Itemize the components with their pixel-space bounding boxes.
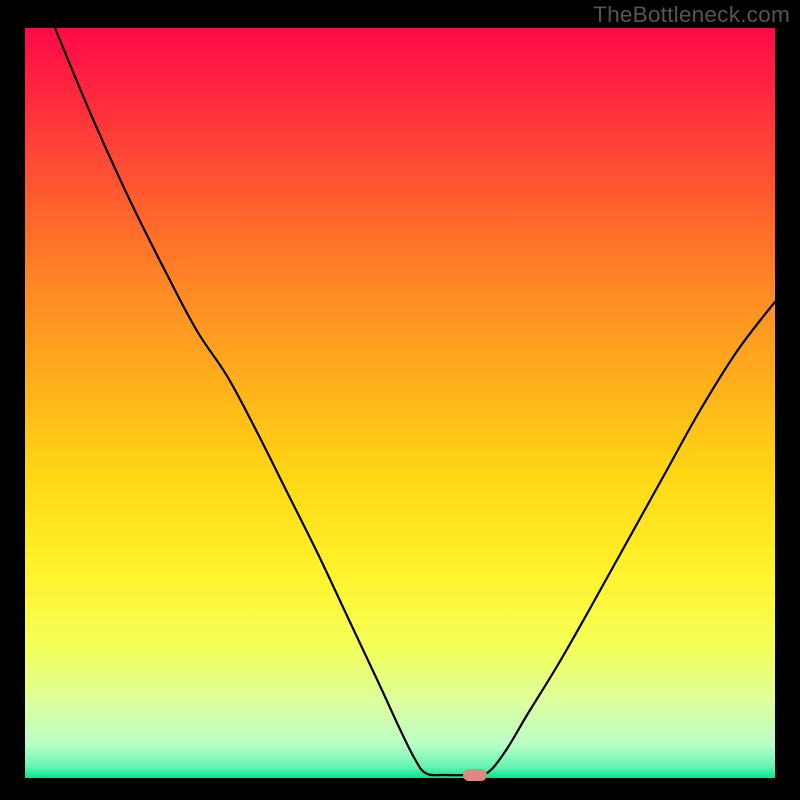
optimal-marker — [463, 769, 488, 780]
chart-frame: TheBottleneck.com — [0, 0, 800, 800]
gradient-plot-svg — [25, 28, 775, 778]
watermark-text: TheBottleneck.com — [593, 2, 790, 28]
gradient-background — [25, 28, 775, 778]
plot-area — [25, 28, 775, 778]
